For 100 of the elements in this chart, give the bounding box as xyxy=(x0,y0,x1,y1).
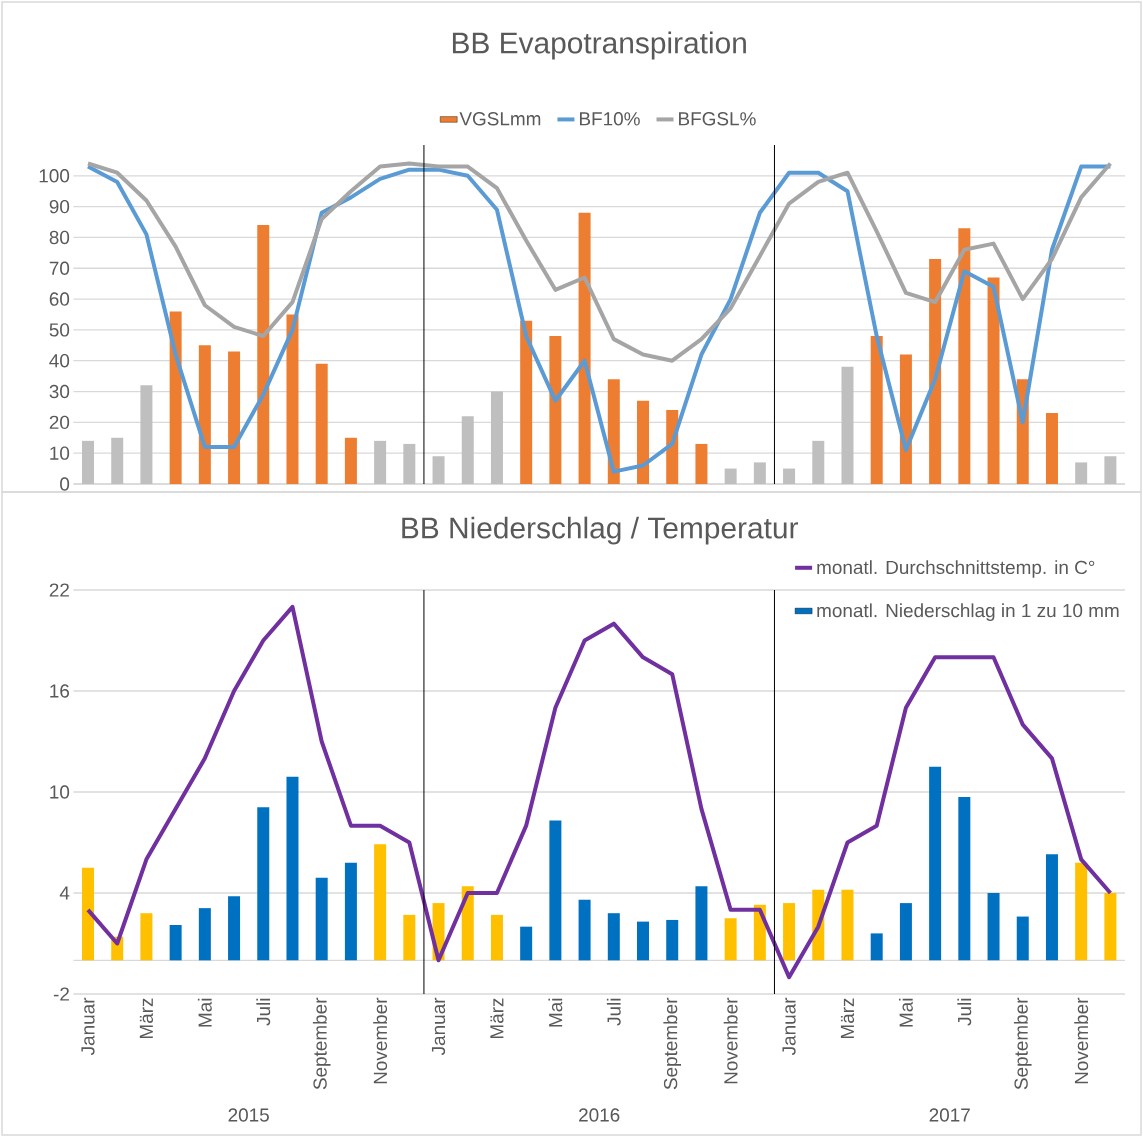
bar xyxy=(228,896,241,961)
bar xyxy=(286,314,299,484)
x-tick-label: Juli xyxy=(957,998,972,1026)
bar xyxy=(899,903,912,961)
x-tick-label: März xyxy=(139,998,154,1039)
x-tick-label: November xyxy=(373,997,388,1084)
bar xyxy=(198,345,211,484)
x-tick-label: Mai xyxy=(898,998,913,1027)
bar xyxy=(315,363,328,484)
bar xyxy=(1016,916,1029,961)
bar xyxy=(695,443,708,484)
bar xyxy=(315,877,328,961)
bar xyxy=(286,776,299,961)
bar xyxy=(578,899,591,961)
y-tick-label: 40 xyxy=(49,354,70,368)
bar xyxy=(228,351,241,484)
bar xyxy=(169,924,182,961)
bar xyxy=(140,385,153,484)
bar xyxy=(198,908,211,961)
bar xyxy=(257,225,270,484)
bar xyxy=(1045,854,1058,961)
x-tick-label: November xyxy=(723,997,738,1084)
bar xyxy=(812,440,825,484)
bar xyxy=(490,914,503,961)
bar xyxy=(929,259,942,484)
bar xyxy=(724,918,737,961)
x-tick-label: September xyxy=(312,997,331,1090)
bar xyxy=(841,889,854,961)
bar xyxy=(987,277,1000,484)
bar xyxy=(490,391,503,484)
bar xyxy=(724,468,737,484)
x-tick-label: Mai xyxy=(548,998,563,1027)
bar xyxy=(82,440,95,484)
y-tick-label: 16 xyxy=(50,684,70,698)
y-tick-label: 100 xyxy=(39,169,70,183)
bar xyxy=(461,886,474,961)
bar xyxy=(929,766,942,961)
legend-label: VGSLmm xyxy=(459,112,541,126)
bar xyxy=(403,443,416,484)
text: 2017 xyxy=(929,1108,970,1122)
bar xyxy=(958,797,971,961)
bar xyxy=(870,933,883,961)
y-tick-label: 10 xyxy=(50,785,70,799)
legend-label: monatl. Durchschnittstemp. in C° xyxy=(817,560,1095,578)
text: 2015 xyxy=(228,1108,269,1122)
x-tick-label: September xyxy=(663,997,682,1090)
x-tick-label: Mai xyxy=(197,998,212,1027)
bar xyxy=(783,903,796,961)
bar xyxy=(987,893,1000,961)
bar xyxy=(520,320,533,484)
text: 2016 xyxy=(579,1108,620,1122)
bar xyxy=(607,379,620,484)
y-tick-label: 70 xyxy=(49,261,70,275)
y-tick-label: 30 xyxy=(49,384,70,399)
x-tick-label: Januar xyxy=(782,997,796,1056)
bar xyxy=(637,400,650,484)
bar xyxy=(344,862,357,961)
x-tick-label: März xyxy=(840,998,855,1039)
bar xyxy=(899,354,912,484)
x-tick-label: Januar xyxy=(81,997,95,1056)
y-tick-label: 90 xyxy=(49,199,70,214)
y-tick-label: 4 xyxy=(59,886,70,900)
x-tick-label: März xyxy=(490,998,504,1039)
line-series xyxy=(86,164,1113,474)
bar xyxy=(82,867,94,961)
bar xyxy=(374,440,387,484)
bar xyxy=(783,468,796,484)
y-tick-label: 22 xyxy=(49,583,69,597)
bar xyxy=(958,228,971,484)
bar xyxy=(520,926,533,961)
bar xyxy=(841,366,854,484)
bar xyxy=(549,820,562,961)
legend-label: monatl. Niederschlag in 1 zu 10 mm xyxy=(817,603,1119,622)
bar xyxy=(666,919,679,961)
x-tick-label: September xyxy=(1013,997,1032,1090)
y-tick-label: 20 xyxy=(49,415,70,430)
bar xyxy=(1104,893,1117,961)
x-tick-label: Januar xyxy=(431,997,446,1056)
bar xyxy=(344,437,357,484)
bar xyxy=(637,921,650,961)
bar xyxy=(607,913,620,961)
bar xyxy=(461,416,474,484)
x-tick-label: Juli xyxy=(606,998,621,1026)
bar xyxy=(1104,456,1117,484)
y-tick-label: 10 xyxy=(50,446,70,460)
x-tick-label: Juli xyxy=(256,998,271,1026)
bar xyxy=(169,311,182,484)
bar xyxy=(870,336,883,484)
y-tick-label: -2 xyxy=(53,987,69,1001)
line-series xyxy=(86,161,1113,363)
bar xyxy=(753,462,766,484)
legend-label: BF10% xyxy=(579,112,640,126)
y-tick-label: 0 xyxy=(60,477,70,491)
bar xyxy=(432,456,445,484)
bar xyxy=(549,336,562,484)
bar xyxy=(111,437,124,484)
x-tick-label: November xyxy=(1074,997,1089,1084)
y-tick-label: 60 xyxy=(49,292,70,306)
bar xyxy=(403,914,416,961)
bar xyxy=(374,844,387,961)
